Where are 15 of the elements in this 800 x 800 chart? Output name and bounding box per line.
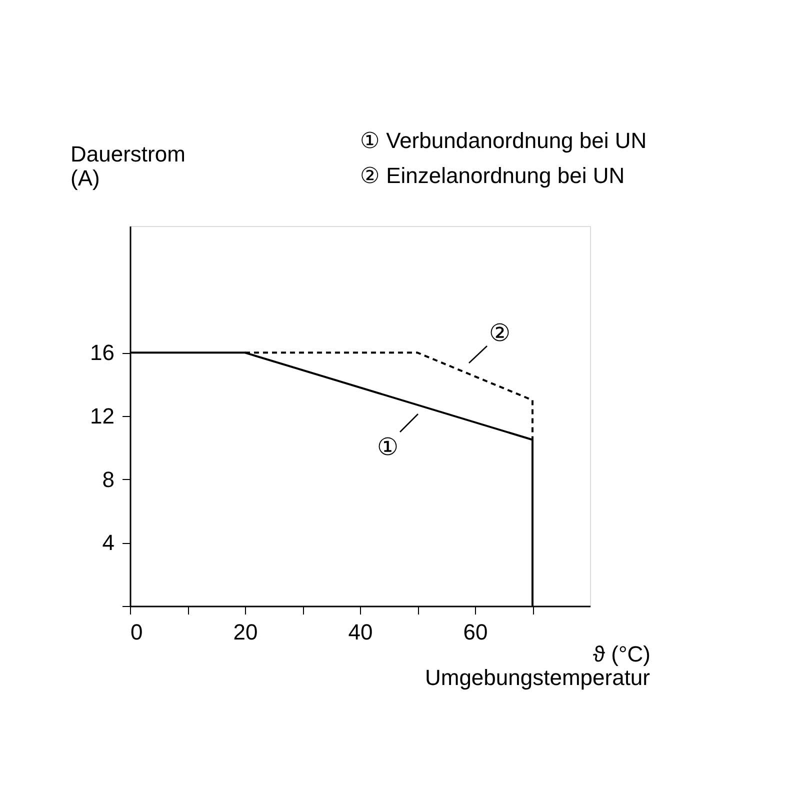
- y-axis-title: Dauerstrom (A): [70, 142, 186, 190]
- annotation: ②: [489, 320, 511, 347]
- text: ① Verbundanordnung bei UN: [360, 128, 647, 153]
- annotation: ①: [377, 434, 399, 461]
- y-tick-label: 4: [102, 530, 114, 556]
- x-axis-title: ϑ (°C): [593, 642, 650, 666]
- text: Umgebungstemperatur: [424, 665, 650, 690]
- x-tick-label: 0: [130, 620, 143, 644]
- y-tick-label: 12: [90, 404, 114, 428]
- x-tick-label: 40: [348, 620, 373, 644]
- x-tick-label: 20: [233, 620, 258, 644]
- y-tick-label: 8: [102, 466, 114, 492]
- x-tick-label: 60: [463, 620, 488, 644]
- y-tick-label: 16: [90, 340, 114, 366]
- text: ② Einzelanordnung bei UN: [360, 163, 625, 188]
